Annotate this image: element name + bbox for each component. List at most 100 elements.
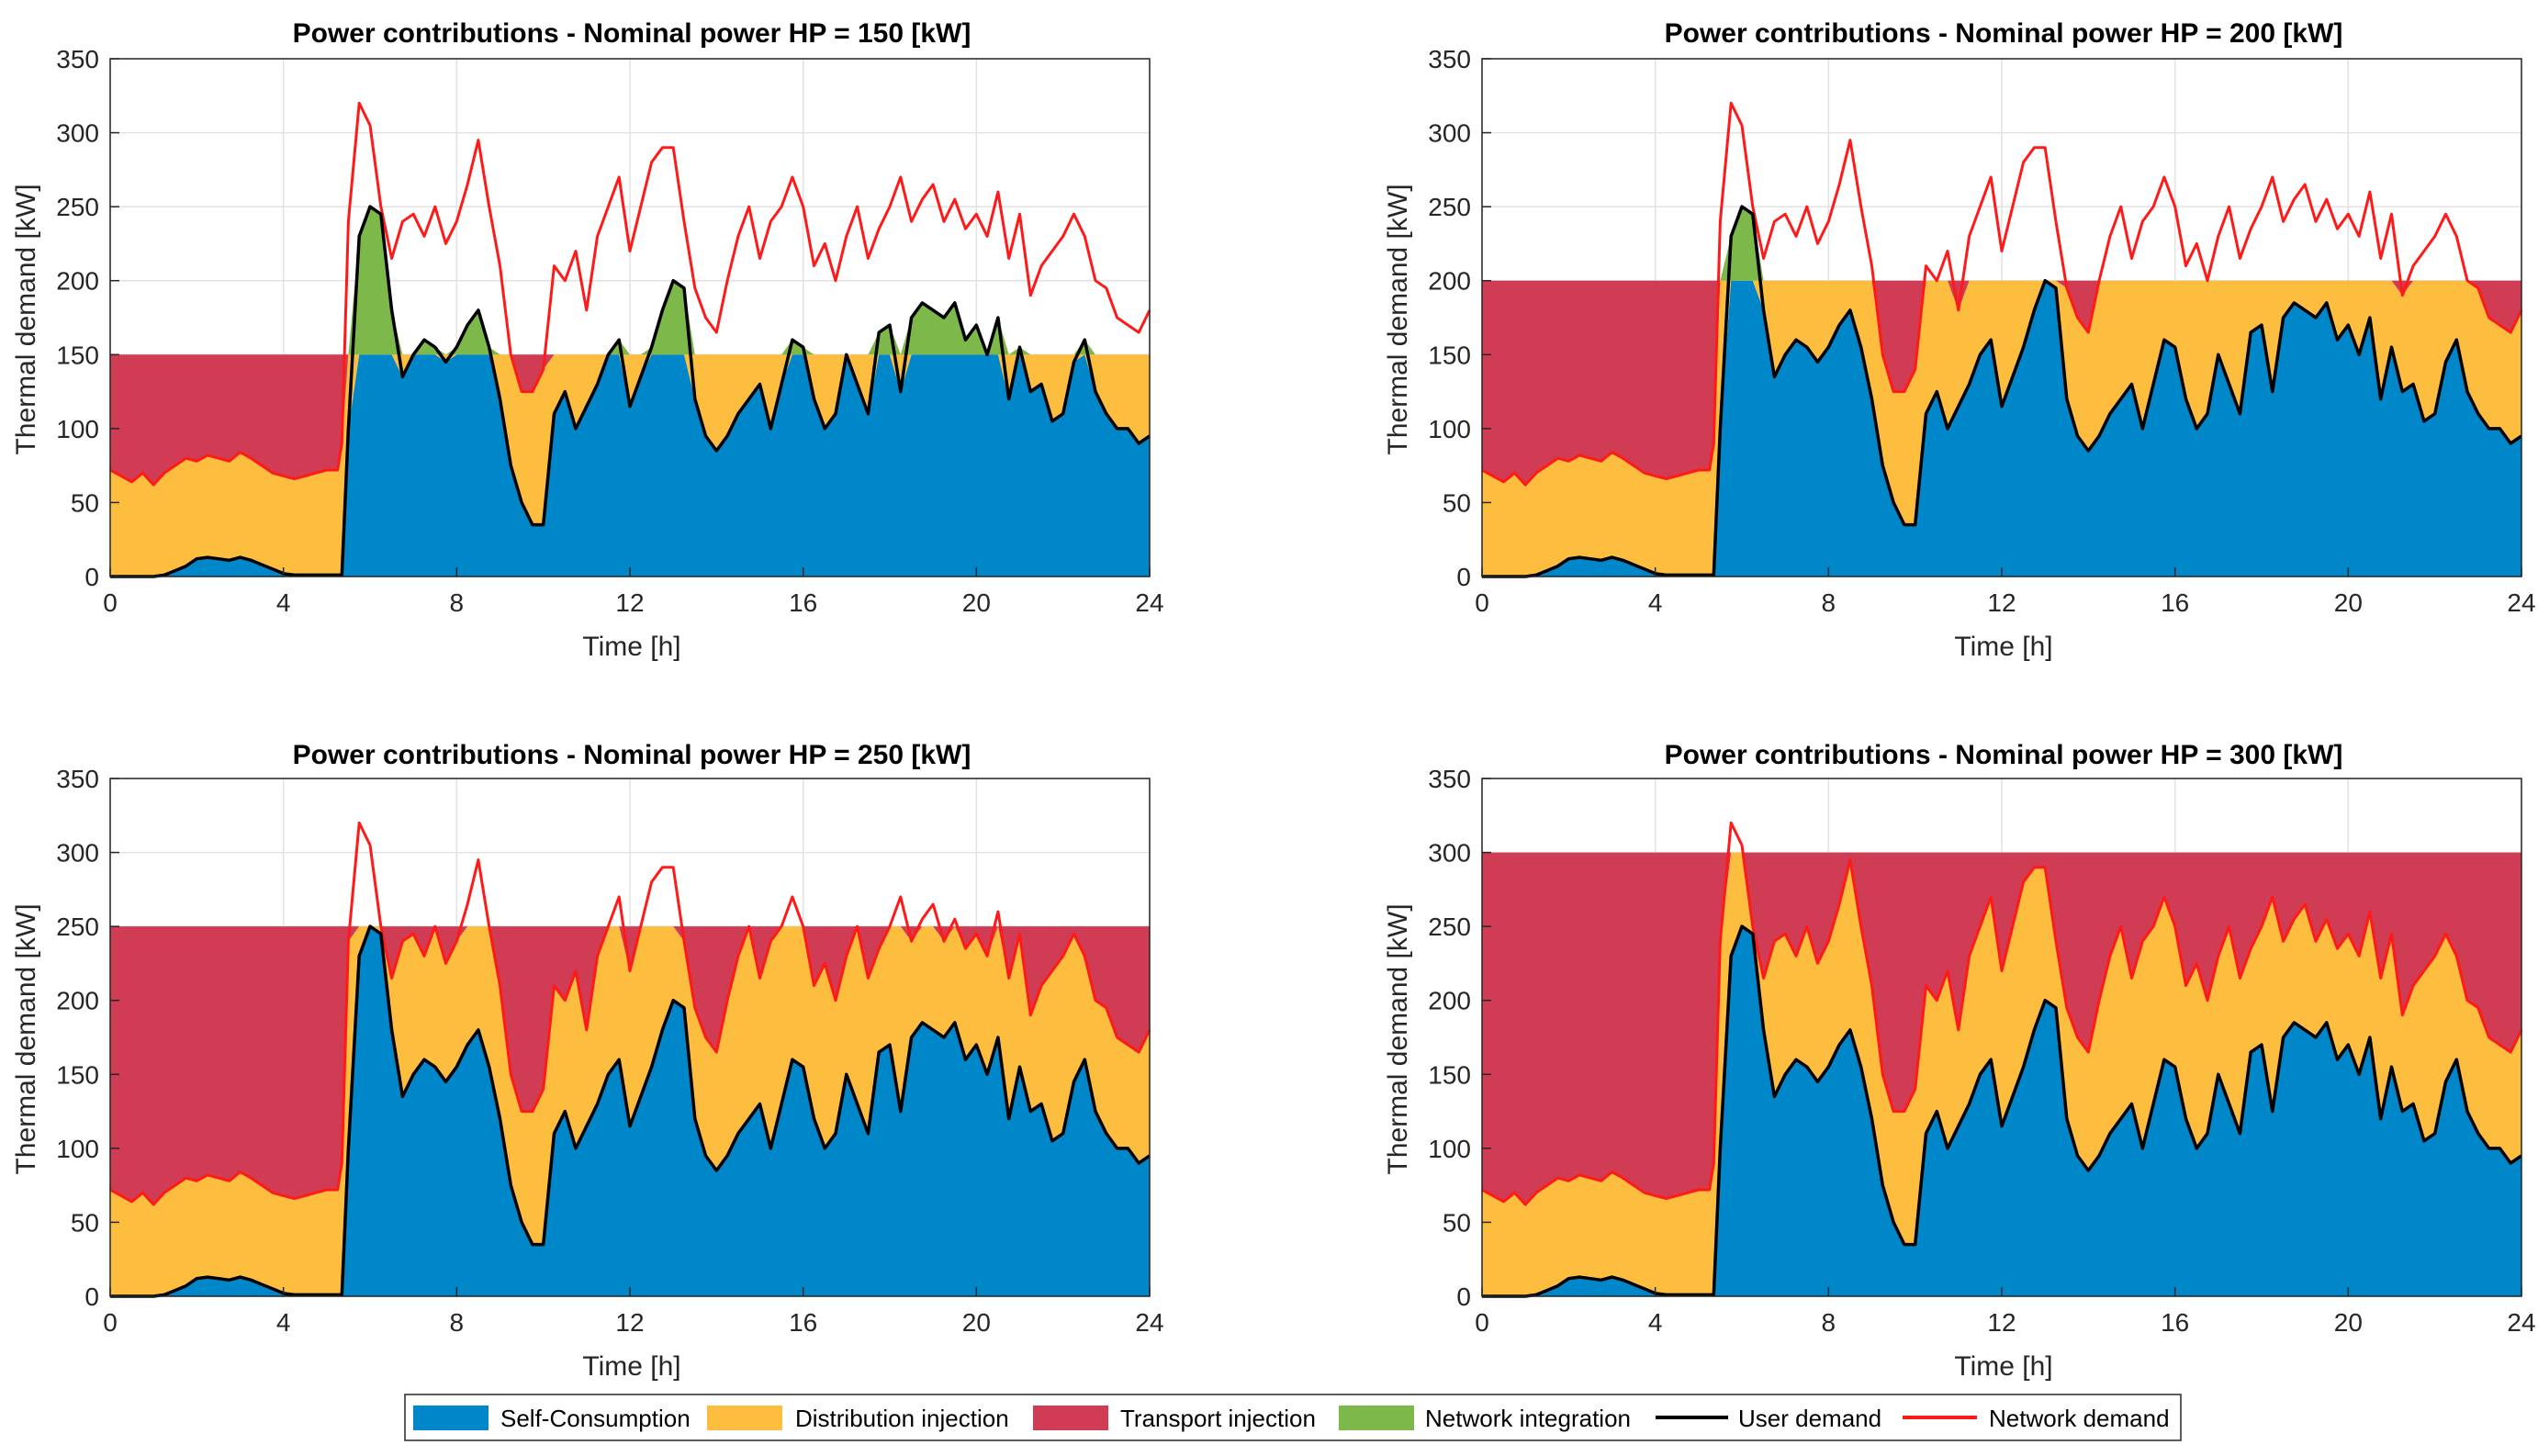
x-tick-label: 20: [962, 1308, 991, 1337]
legend-label: User demand: [1738, 1405, 1881, 1432]
y-tick-label: 350: [1428, 45, 1471, 73]
x-tick-label: 0: [103, 1308, 118, 1337]
x-tick-label: 12: [615, 588, 644, 617]
y-axis-label: Thermal demand [kW]: [11, 903, 41, 1174]
network-demand-line: [1481, 101, 2523, 487]
legend-swatch-self-consumption: [413, 1406, 489, 1430]
area-distribution-injection: [110, 926, 1150, 1296]
subplot-title: Power contributions - Nominal power HP =…: [293, 18, 971, 49]
x-tick-label: 8: [450, 588, 465, 617]
y-tick-label: 300: [56, 839, 99, 868]
plot-area: 0 4 8 12 16 20 24 0 50 100 150 200 250 300 350: [56, 765, 1163, 1337]
y-axis-label: Thermal demand [kW]: [11, 184, 41, 454]
y-tick-label: 200: [1428, 267, 1471, 296]
x-tick-label: 20: [2334, 1308, 2363, 1337]
x-tick-label: 12: [1987, 1308, 2016, 1337]
legend-swatch-network-integration: [1339, 1406, 1414, 1430]
x-tick-label: 20: [962, 588, 991, 617]
legend-item-distribution-injection: Distribution injection: [707, 1405, 1009, 1432]
network-demand-line: [109, 101, 1151, 487]
y-tick-label: 100: [1428, 415, 1471, 443]
legend-item-network-demand: Network demand: [1903, 1405, 2170, 1432]
x-tick-label: 0: [1475, 1308, 1489, 1337]
y-tick-label: 200: [1428, 987, 1471, 1015]
x-axis-label: Time [h]: [1954, 1351, 2052, 1382]
x-tick-label: 4: [1648, 1308, 1663, 1337]
y-tick-label: 250: [1428, 913, 1471, 941]
legend: Self-Consumption Distribution injection …: [404, 1394, 2182, 1441]
area-network-integration: [1482, 207, 2521, 281]
subplot-1: Power contributions - Nominal power HP =…: [11, 18, 1164, 662]
y-axis-label: Thermal demand [kW]: [1383, 903, 1413, 1174]
area-transport-injection: [1482, 852, 2521, 1205]
network-demand-line: [109, 821, 1151, 1206]
x-tick-label: 8: [1822, 1308, 1836, 1337]
x-tick-label: 24: [2507, 1308, 2535, 1337]
legend-item-user-demand: User demand: [1656, 1405, 1881, 1432]
x-tick-label: 16: [2161, 1308, 2189, 1337]
x-tick-label: 16: [789, 588, 817, 617]
legend-label: Transport injection: [1120, 1405, 1316, 1432]
y-tick-label: 250: [56, 913, 99, 941]
subplot-4: Power contributions - Nominal power HP =…: [1383, 740, 2536, 1382]
y-tick-label: 250: [1428, 193, 1471, 221]
legend-box: [404, 1394, 2182, 1441]
y-tick-label: 350: [56, 765, 99, 793]
x-axis-label: Time [h]: [582, 632, 680, 662]
y-tick-label: 150: [56, 1060, 99, 1089]
y-tick-label: 0: [1456, 563, 1471, 591]
y-tick-label: 150: [1428, 341, 1471, 369]
x-tick-label: 0: [103, 588, 118, 617]
subplot-title: Power contributions - Nominal power HP =…: [293, 740, 971, 770]
y-tick-label: 150: [56, 341, 99, 369]
y-tick-label: 50: [1443, 1208, 1471, 1237]
y-tick-label: 200: [56, 987, 99, 1015]
area-self-consumption: [110, 926, 1150, 1296]
legend-item-self-consumption: Self-Consumption: [413, 1405, 691, 1432]
y-tick-label: 0: [84, 1282, 99, 1311]
legend-label: Network integration: [1425, 1405, 1631, 1432]
subplot-2: Power contributions - Nominal power HP =…: [1383, 18, 2536, 662]
user-demand-line: [110, 924, 1151, 1298]
plot-area: 0 4 8 12 16 20 24 0 50 100 150 200 250 300 350: [1428, 765, 2535, 1337]
area-self-consumption: [110, 354, 1150, 577]
subplot-3: Power contributions - Nominal power HP =…: [11, 740, 1164, 1382]
y-tick-label: 300: [56, 119, 99, 148]
x-axis-label: Time [h]: [1954, 632, 2052, 662]
x-tick-label: 4: [276, 1308, 291, 1337]
x-tick-label: 12: [615, 1308, 644, 1337]
x-tick-label: 24: [1135, 1308, 1163, 1337]
y-tick-label: 50: [71, 1208, 99, 1237]
x-tick-label: 24: [2507, 588, 2535, 617]
y-tick-label: 0: [84, 563, 99, 591]
user-demand-line: [1482, 924, 2522, 1298]
area-transport-injection: [110, 354, 1150, 486]
x-tick-label: 8: [1822, 588, 1836, 617]
plot-area: 0 4 8 12 16 20 24 0 50 100 150 200 250 300 350: [1428, 45, 2535, 617]
legend-label: Self-Consumption: [500, 1405, 691, 1432]
area-distribution-injection: [1482, 280, 2521, 577]
legend-item-network-integration: Network integration: [1339, 1405, 1631, 1432]
plot-area: 0 4 8 12 16 20 24 0 50 100 150 200 250 300 350: [56, 45, 1163, 617]
area-self-consumption: [1482, 926, 2521, 1296]
area-network-integration: [110, 207, 1150, 355]
y-tick-label: 50: [71, 488, 99, 517]
user-demand-line: [110, 205, 1151, 578]
y-tick-label: 150: [1428, 1060, 1471, 1089]
x-tick-label: 20: [2334, 588, 2363, 617]
y-tick-label: 100: [1428, 1135, 1471, 1163]
x-axis-label: Time [h]: [582, 1351, 680, 1382]
y-tick-label: 250: [56, 193, 99, 221]
x-tick-label: 24: [1135, 588, 1163, 617]
y-tick-label: 350: [56, 45, 99, 73]
x-tick-label: 8: [450, 1308, 465, 1337]
legend-item-transport-injection: Transport injection: [1033, 1405, 1316, 1432]
y-tick-label: 200: [56, 267, 99, 296]
x-tick-label: 0: [1475, 588, 1489, 617]
y-tick-label: 300: [1428, 119, 1471, 148]
y-tick-label: 50: [1443, 488, 1471, 517]
area-self-consumption: [1482, 280, 2521, 577]
x-tick-label: 16: [789, 1308, 817, 1337]
x-tick-label: 4: [1648, 588, 1663, 617]
